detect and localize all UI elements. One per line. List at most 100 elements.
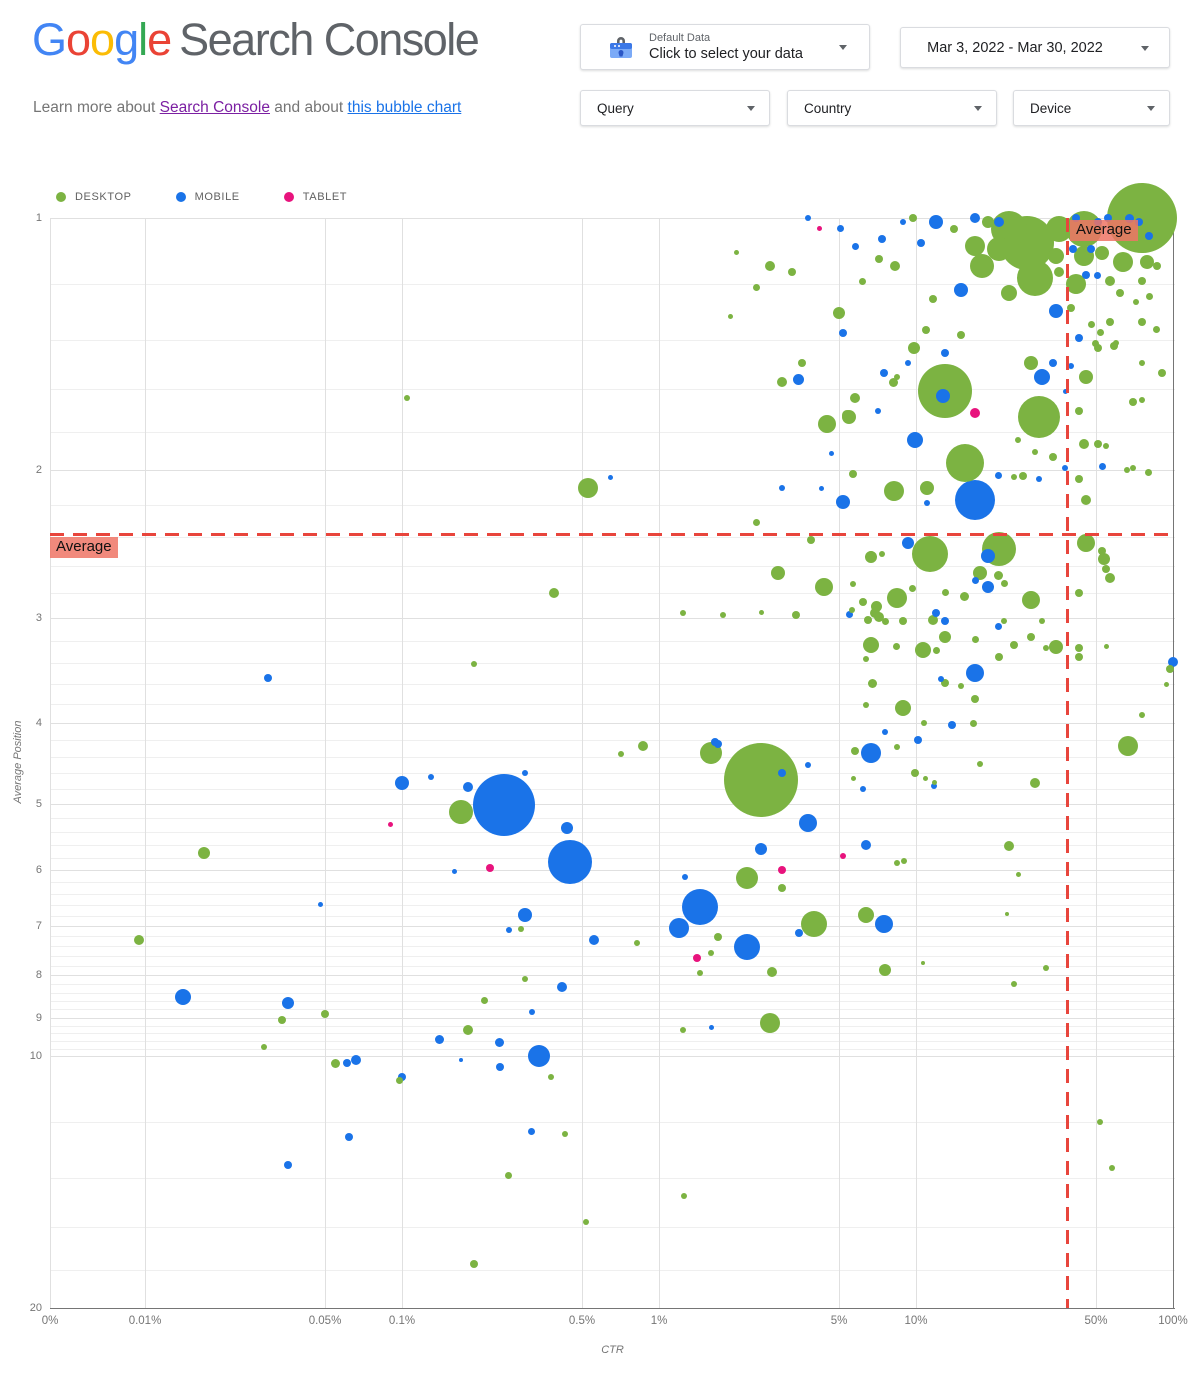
- bubble-mobile[interactable]: [1098, 463, 1106, 471]
- bubble-desktop[interactable]: [708, 949, 715, 956]
- bubble-mobile[interactable]: [283, 1161, 292, 1170]
- bubble-desktop[interactable]: [1081, 494, 1092, 505]
- bubble-mobile[interactable]: [755, 842, 768, 855]
- bubble-desktop[interactable]: [893, 643, 901, 651]
- bubble-desktop[interactable]: [1079, 370, 1094, 385]
- bubble-mobile[interactable]: [1168, 657, 1178, 668]
- bubble-desktop[interactable]: [1102, 564, 1111, 573]
- bubble-desktop[interactable]: [941, 589, 949, 597]
- bubble-desktop[interactable]: [898, 617, 907, 626]
- bubble-desktop[interactable]: [1053, 267, 1064, 278]
- bubble-desktop[interactable]: [481, 996, 489, 1004]
- bubble-desktop[interactable]: [850, 776, 856, 782]
- bubble-mobile[interactable]: [1062, 465, 1068, 472]
- legend-item-tablet[interactable]: TABLET: [283, 191, 347, 203]
- bubble-desktop[interactable]: [548, 1074, 554, 1081]
- bubble-mobile[interactable]: [929, 214, 944, 229]
- bubble-mobile[interactable]: [428, 774, 435, 781]
- bubble-desktop[interactable]: [680, 1026, 686, 1033]
- bubble-mobile[interactable]: [932, 608, 941, 617]
- bubble-mobile[interactable]: [1135, 217, 1144, 226]
- bubble-desktop[interactable]: [1074, 475, 1083, 484]
- bubble-desktop[interactable]: [450, 802, 473, 825]
- bubble-desktop[interactable]: [858, 597, 867, 606]
- bubble-desktop[interactable]: [1074, 652, 1083, 661]
- bubble-desktop[interactable]: [753, 519, 761, 527]
- bubble-desktop[interactable]: [932, 646, 940, 654]
- bubble-desktop[interactable]: [901, 857, 908, 864]
- bubble-desktop[interactable]: [969, 253, 994, 278]
- bubble-mobile[interactable]: [995, 472, 1003, 480]
- bubble-desktop[interactable]: [1000, 580, 1008, 587]
- bubble-desktop[interactable]: [1165, 664, 1174, 673]
- legend-item-desktop[interactable]: DESKTOP: [56, 191, 132, 203]
- bubble-mobile[interactable]: [1104, 214, 1113, 222]
- bubble-mobile[interactable]: [317, 901, 323, 907]
- bubble-mobile[interactable]: [1074, 333, 1083, 342]
- bubble-desktop[interactable]: [1144, 468, 1152, 476]
- bubble-desktop[interactable]: [766, 966, 777, 977]
- bubble-mobile[interactable]: [1125, 213, 1135, 223]
- bubble-mobile[interactable]: [970, 213, 981, 223]
- bubble-tablet[interactable]: [777, 866, 786, 875]
- bubble-desktop[interactable]: [728, 313, 734, 319]
- bubble-mobile[interactable]: [874, 914, 893, 933]
- bubble-mobile[interactable]: [861, 743, 882, 764]
- bubble-desktop[interactable]: [849, 607, 856, 614]
- bubble-desktop[interactable]: [976, 760, 983, 767]
- bubble-desktop[interactable]: [874, 611, 885, 622]
- bubble-desktop[interactable]: [404, 395, 411, 402]
- bubble-desktop[interactable]: [1003, 841, 1014, 852]
- bubble-mobile[interactable]: [505, 926, 512, 933]
- bubble-desktop[interactable]: [1015, 871, 1021, 877]
- bubble-tablet[interactable]: [970, 408, 981, 419]
- bubble-desktop[interactable]: [994, 652, 1003, 661]
- bubble-mobile[interactable]: [966, 663, 985, 682]
- bubble-mobile[interactable]: [941, 349, 950, 358]
- bubble-desktop[interactable]: [1000, 285, 1017, 302]
- bubble-desktop[interactable]: [919, 481, 934, 496]
- bubble-mobile[interactable]: [793, 374, 805, 386]
- bubble-desktop[interactable]: [1092, 339, 1100, 347]
- bubble-desktop[interactable]: [958, 683, 965, 690]
- bubble-desktop[interactable]: [910, 768, 919, 777]
- bubble-desktop[interactable]: [1103, 644, 1109, 650]
- bubble-mobile[interactable]: [1145, 231, 1154, 240]
- bubble-desktop[interactable]: [939, 630, 952, 643]
- bubble-desktop[interactable]: [797, 359, 806, 368]
- bubble-desktop[interactable]: [1016, 260, 1053, 297]
- bubble-mobile[interactable]: [829, 451, 835, 456]
- bubble-mobile[interactable]: [281, 996, 294, 1009]
- bubble-desktop[interactable]: [1077, 533, 1096, 552]
- bubble-desktop[interactable]: [680, 609, 686, 616]
- bubble-desktop[interactable]: [714, 933, 723, 942]
- bubble-desktop[interactable]: [462, 1024, 473, 1035]
- data-source-selector[interactable]: Default Data Click to select your data: [580, 24, 870, 70]
- bubble-desktop[interactable]: [1026, 632, 1035, 641]
- bubble-mobile[interactable]: [561, 822, 574, 835]
- bubble-desktop[interactable]: [320, 1009, 329, 1018]
- bubble-mobile[interactable]: [799, 813, 817, 832]
- legend-item-mobile[interactable]: MOBILE: [175, 191, 240, 203]
- bubble-mobile[interactable]: [904, 360, 911, 367]
- bubble-desktop[interactable]: [696, 969, 703, 976]
- bubble-tablet[interactable]: [486, 863, 494, 872]
- bubble-desktop[interactable]: [505, 1172, 513, 1180]
- filter-query[interactable]: Query: [580, 90, 770, 126]
- bubble-desktop[interactable]: [863, 701, 870, 708]
- bubble-mobile[interactable]: [1094, 271, 1102, 279]
- bubble-mobile[interactable]: [459, 1057, 464, 1062]
- bubble-desktop[interactable]: [971, 695, 980, 704]
- bubble-desktop[interactable]: [908, 214, 917, 222]
- bubble-desktop[interactable]: [521, 976, 528, 983]
- bubble-desktop[interactable]: [1103, 442, 1110, 449]
- bubble-desktop[interactable]: [957, 331, 966, 340]
- bubble-desktop[interactable]: [870, 601, 882, 613]
- bubble-desktop[interactable]: [1098, 547, 1107, 556]
- bubble-desktop[interactable]: [914, 642, 931, 659]
- bubble-desktop[interactable]: [1023, 356, 1038, 371]
- bubble-desktop[interactable]: [1118, 736, 1139, 757]
- bubble-desktop[interactable]: [578, 478, 599, 499]
- bubble-desktop[interactable]: [1139, 397, 1146, 404]
